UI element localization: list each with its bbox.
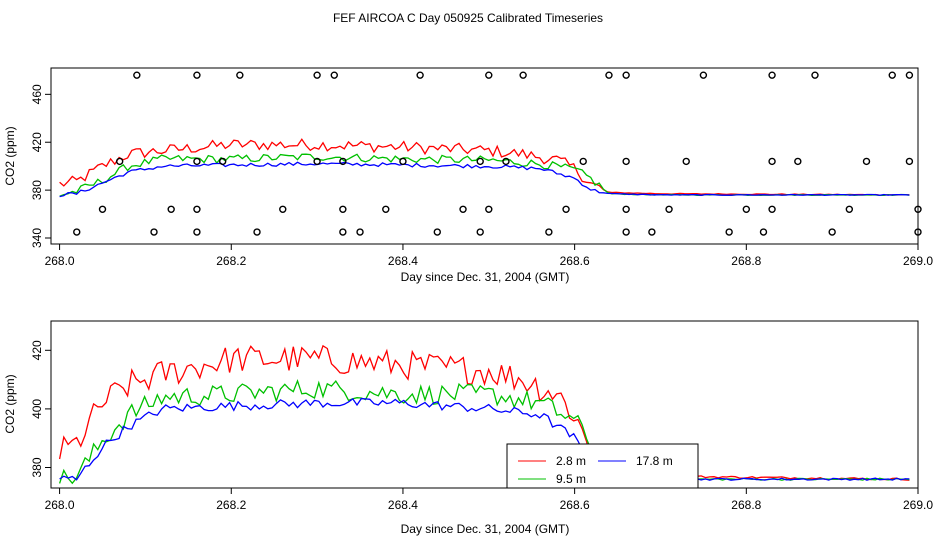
calibration-point: [768, 71, 776, 79]
x-tick-label: 269.0: [903, 254, 933, 268]
series-line-17-8-m: [59, 397, 910, 481]
x-tick-label: 268.6: [560, 498, 590, 512]
series-line-9-5-m: [59, 153, 910, 197]
x-axis-label: Day since Dec. 31, 2004 (GMT): [401, 522, 570, 536]
calibration-point: [330, 71, 338, 79]
calibration-point: [862, 157, 871, 166]
series-line-17-8-m: [59, 161, 910, 198]
calibration-point: [828, 228, 836, 236]
x-axis-label: Day since Dec. 31, 2004 (GMT): [401, 270, 570, 284]
calibration-point: [742, 205, 751, 213]
calibration-point: [356, 228, 364, 236]
x-tick-label: 268.8: [731, 498, 761, 512]
y-axis-label: CO2 (ppm): [3, 374, 17, 433]
x-tick-label: 268.4: [388, 498, 418, 512]
x-tick-label: 269.0: [903, 498, 933, 512]
calibration-point: [648, 228, 656, 236]
calibration-point: [115, 157, 124, 166]
calibration-point: [665, 205, 673, 213]
y-tick-label: 380: [30, 457, 44, 477]
calibration-point: [193, 205, 201, 213]
calibration-point: [759, 228, 768, 236]
calibration-point: [562, 205, 570, 213]
calibration-point: [768, 205, 776, 213]
calibration-point: [339, 228, 347, 236]
calibration-point: [279, 205, 287, 213]
calibration-point: [579, 157, 587, 166]
series-line-2-8-m: [58, 344, 910, 481]
y-tick-label: 420: [30, 132, 44, 152]
calibration-point: [313, 71, 321, 79]
x-tick-label: 268.8: [731, 254, 761, 268]
x-tick-label: 268.6: [560, 254, 590, 268]
calibration-point: [622, 71, 630, 79]
x-tick-label: 268.0: [45, 498, 75, 512]
calibration-point: [888, 71, 896, 79]
calibration-point: [150, 228, 158, 236]
y-tick-label: 460: [30, 84, 44, 104]
calibration-point: [193, 71, 201, 79]
legend-label-17-8: 17.8 m: [636, 454, 673, 468]
legend: 2.8 m 17.8 m 9.5 m: [506, 443, 699, 489]
figure-title: FEF AIRCOA C Day 050925 Calibrated Times…: [333, 11, 603, 25]
calibration-point: [476, 228, 484, 236]
x-tick-label: 268.2: [216, 254, 246, 268]
calibration-point: [339, 157, 347, 166]
calibration-point: [905, 71, 914, 79]
bottom-panel: 268.0 268.2 268.4 268.6 268.8 269.0380400420 …: [3, 320, 933, 536]
calibration-point: [193, 228, 201, 236]
y-axis-label: CO2 (ppm): [3, 126, 17, 185]
calibration-point: [519, 71, 527, 79]
calibration-point: [459, 205, 467, 213]
calibration-point: [622, 205, 630, 213]
calibration-point: [253, 228, 261, 236]
calibration-point: [622, 157, 630, 166]
x-tick-label: 268.0: [45, 254, 75, 268]
calibration-point: [622, 228, 630, 236]
calibration-point: [313, 157, 321, 166]
calibration-point: [699, 71, 708, 79]
calibration-point: [218, 157, 227, 166]
calibration-point: [794, 157, 802, 166]
calibration-point: [768, 157, 776, 166]
legend-label-9-5: 9.5 m: [556, 472, 586, 486]
calibration-point: [545, 228, 553, 236]
series-line-9-5-m: [58, 378, 910, 485]
calibration-point: [416, 71, 424, 79]
calibration-point: [905, 157, 914, 166]
calibration-point: [193, 157, 201, 166]
legend-box: [506, 443, 699, 489]
calibration-point: [476, 157, 484, 166]
calibration-point: [682, 157, 690, 166]
y-tick-label: 420: [30, 340, 44, 360]
calibration-point: [485, 205, 493, 213]
calibration-point: [433, 228, 441, 236]
calibration-point: [485, 71, 493, 79]
calibration-point: [811, 71, 819, 79]
calibration-point: [236, 71, 244, 79]
calibration-point: [98, 205, 107, 213]
plot-frame: [50, 67, 919, 245]
x-tick-label: 268.4: [388, 254, 418, 268]
x-tick-label: 268.2: [216, 498, 246, 512]
legend-label-2-8: 2.8 m: [556, 454, 586, 468]
calibration-point: [399, 157, 407, 166]
y-tick-label: 380: [30, 180, 44, 200]
calibration-point: [605, 71, 613, 79]
y-tick-label: 340: [30, 228, 44, 248]
calibration-point: [73, 228, 81, 236]
plot-frame: [50, 320, 919, 489]
calibration-point: [502, 157, 510, 166]
calibration-point: [845, 205, 854, 213]
y-tick-label: 400: [30, 399, 44, 419]
calibration-point: [167, 205, 175, 213]
calibration-point: [339, 205, 347, 213]
calibration-point: [725, 228, 733, 236]
top-panel: 268.0 268.2 268.4 268.6 268.8 269.0 340 380 420 4…: [3, 67, 933, 284]
series-line-2-8-m: [59, 138, 910, 196]
calibration-point: [133, 71, 141, 79]
calibration-point: [382, 205, 390, 213]
